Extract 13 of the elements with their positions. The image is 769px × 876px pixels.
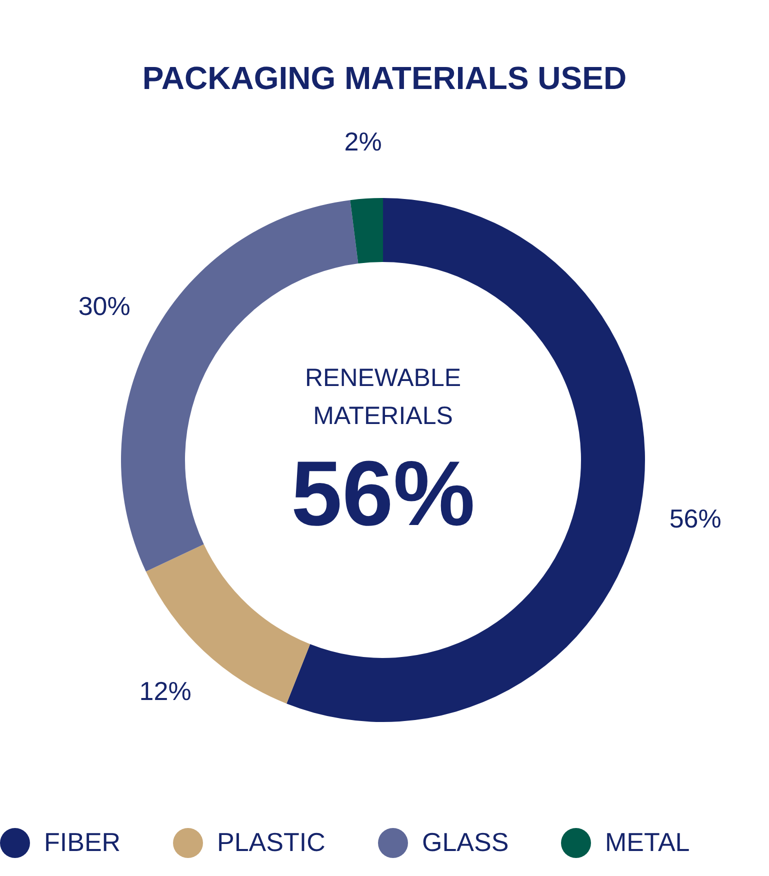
text: 56% — [290, 443, 476, 545]
chart-title: PACKAGING MATERIALS USED — [142, 60, 627, 96]
donut-slice — [350, 198, 383, 264]
legend-label: PLASTIC — [217, 827, 326, 857]
text: RENEWABLE MATERIALS — [304, 364, 462, 430]
legend-label: GLASS — [422, 827, 509, 857]
donut-slice — [286, 198, 644, 722]
data-label: 30% — [78, 290, 130, 321]
data-label: 12% — [139, 676, 192, 706]
data-label: 2% — [344, 126, 382, 157]
legend-label: METAL — [605, 827, 690, 857]
data-label: 56% — [669, 504, 722, 534]
legend-label: FIBER — [44, 827, 121, 857]
